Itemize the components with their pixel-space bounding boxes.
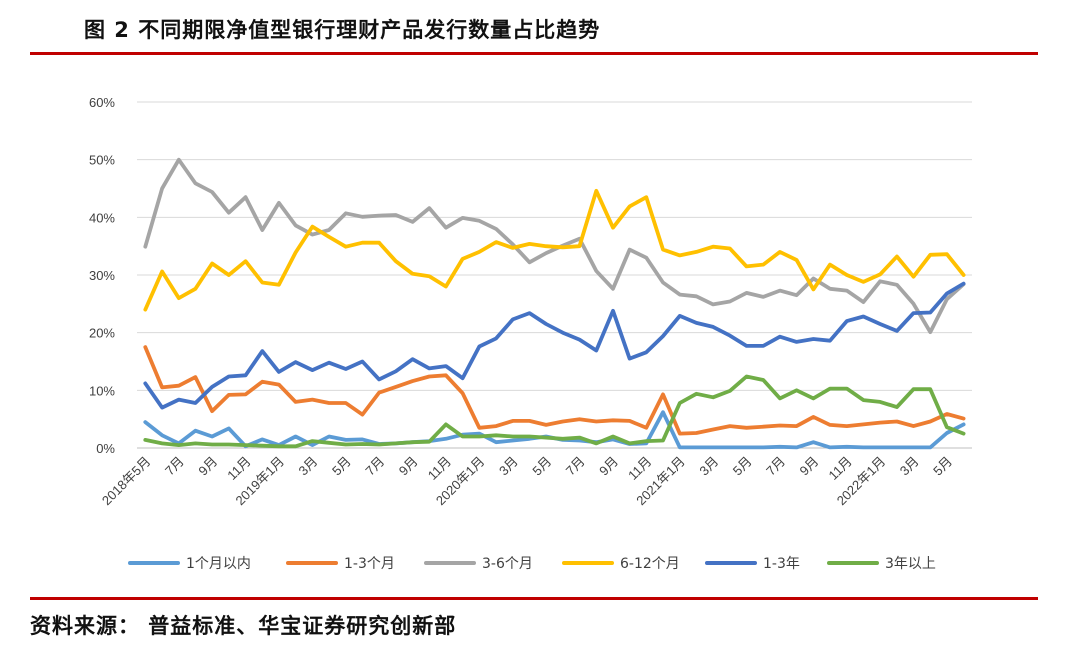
legend-label: 1-3年 xyxy=(763,556,800,572)
x-tick-label: 9月 xyxy=(797,454,822,479)
series-lines xyxy=(143,157,966,450)
source-note: 资料来源： 普益标准、华宝证券研究创新部 xyxy=(30,614,457,638)
x-tick-label: 5月 xyxy=(930,454,955,479)
legend-label: 1-3个月 xyxy=(344,556,395,572)
series-line xyxy=(143,281,966,410)
legend-label: 6-12个月 xyxy=(620,556,680,572)
x-tick-label: 3月 xyxy=(296,454,321,479)
line-chart: 0%10%20%30%40%50%60% 2018年5月 7月 9月 11月2019年… xyxy=(89,95,972,572)
x-tick-label: 9月 xyxy=(195,454,220,479)
y-tick-label: 30% xyxy=(89,268,115,283)
legend: 1个月以内 1-3个月 3-6个月 6-12个月 1-3年 3年以上 xyxy=(128,556,936,572)
x-tick-label: 3月 xyxy=(496,454,521,479)
x-tick-label: 11月 xyxy=(425,454,454,483)
y-tick-label: 40% xyxy=(89,210,115,225)
x-tick-label: 11月 xyxy=(625,454,654,483)
y-tick-label: 50% xyxy=(89,153,115,168)
source-divider xyxy=(30,597,1038,600)
x-tick-label: 7月 xyxy=(563,454,588,479)
y-tick-label: 0% xyxy=(96,441,115,456)
series-line xyxy=(143,157,966,335)
x-tick-label: 11月 xyxy=(224,454,253,483)
x-tick-label: 7月 xyxy=(763,454,788,479)
x-tick-label: 2018年5月 xyxy=(99,454,154,509)
x-tick-label: 9月 xyxy=(596,454,621,479)
x-tick-label: 9月 xyxy=(396,454,421,479)
series-line xyxy=(143,410,966,450)
x-tick-label: 5月 xyxy=(329,454,354,479)
y-tick-label: 20% xyxy=(89,326,115,341)
x-tick-label: 7月 xyxy=(162,454,187,479)
x-tick-label: 5月 xyxy=(529,454,554,479)
figure-title: 图 2 不同期限净值型银行理财产品发行数量占比趋势 xyxy=(84,18,601,42)
y-axis-tick-labels: 0% 10% 20% 30% 40% 50% 60% xyxy=(89,95,115,456)
series-line xyxy=(143,345,966,436)
legend-label: 1个月以内 xyxy=(186,556,251,572)
legend-label: 3年以上 xyxy=(885,556,936,572)
title-divider xyxy=(30,52,1038,55)
legend-label: 3-6个月 xyxy=(482,556,533,572)
x-tick-label: 3月 xyxy=(897,454,922,479)
y-tick-label: 60% xyxy=(89,95,115,110)
series-line xyxy=(143,374,966,449)
x-tick-label: 5月 xyxy=(730,454,755,479)
x-tick-label: 11月 xyxy=(826,454,855,483)
x-tick-label: 3月 xyxy=(696,454,721,479)
y-tick-label: 10% xyxy=(89,383,115,398)
x-tick-label: 7月 xyxy=(362,454,387,479)
series-line xyxy=(143,188,966,312)
